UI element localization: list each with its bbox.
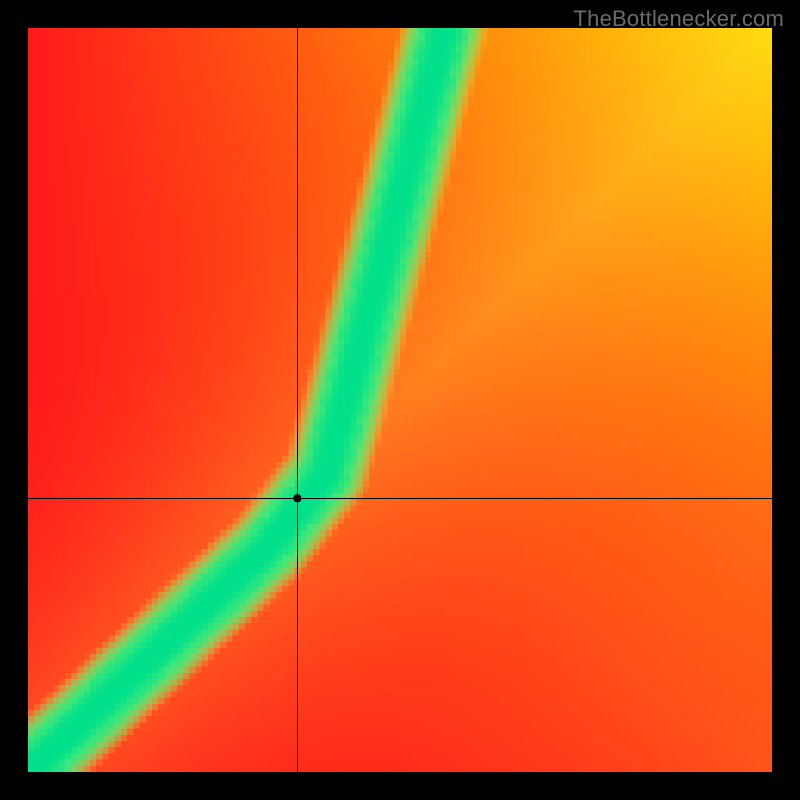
watermark-text: TheBottlenecker.com	[574, 6, 784, 32]
crosshair-overlay-canvas	[0, 0, 800, 800]
chart-stage	[0, 0, 800, 800]
